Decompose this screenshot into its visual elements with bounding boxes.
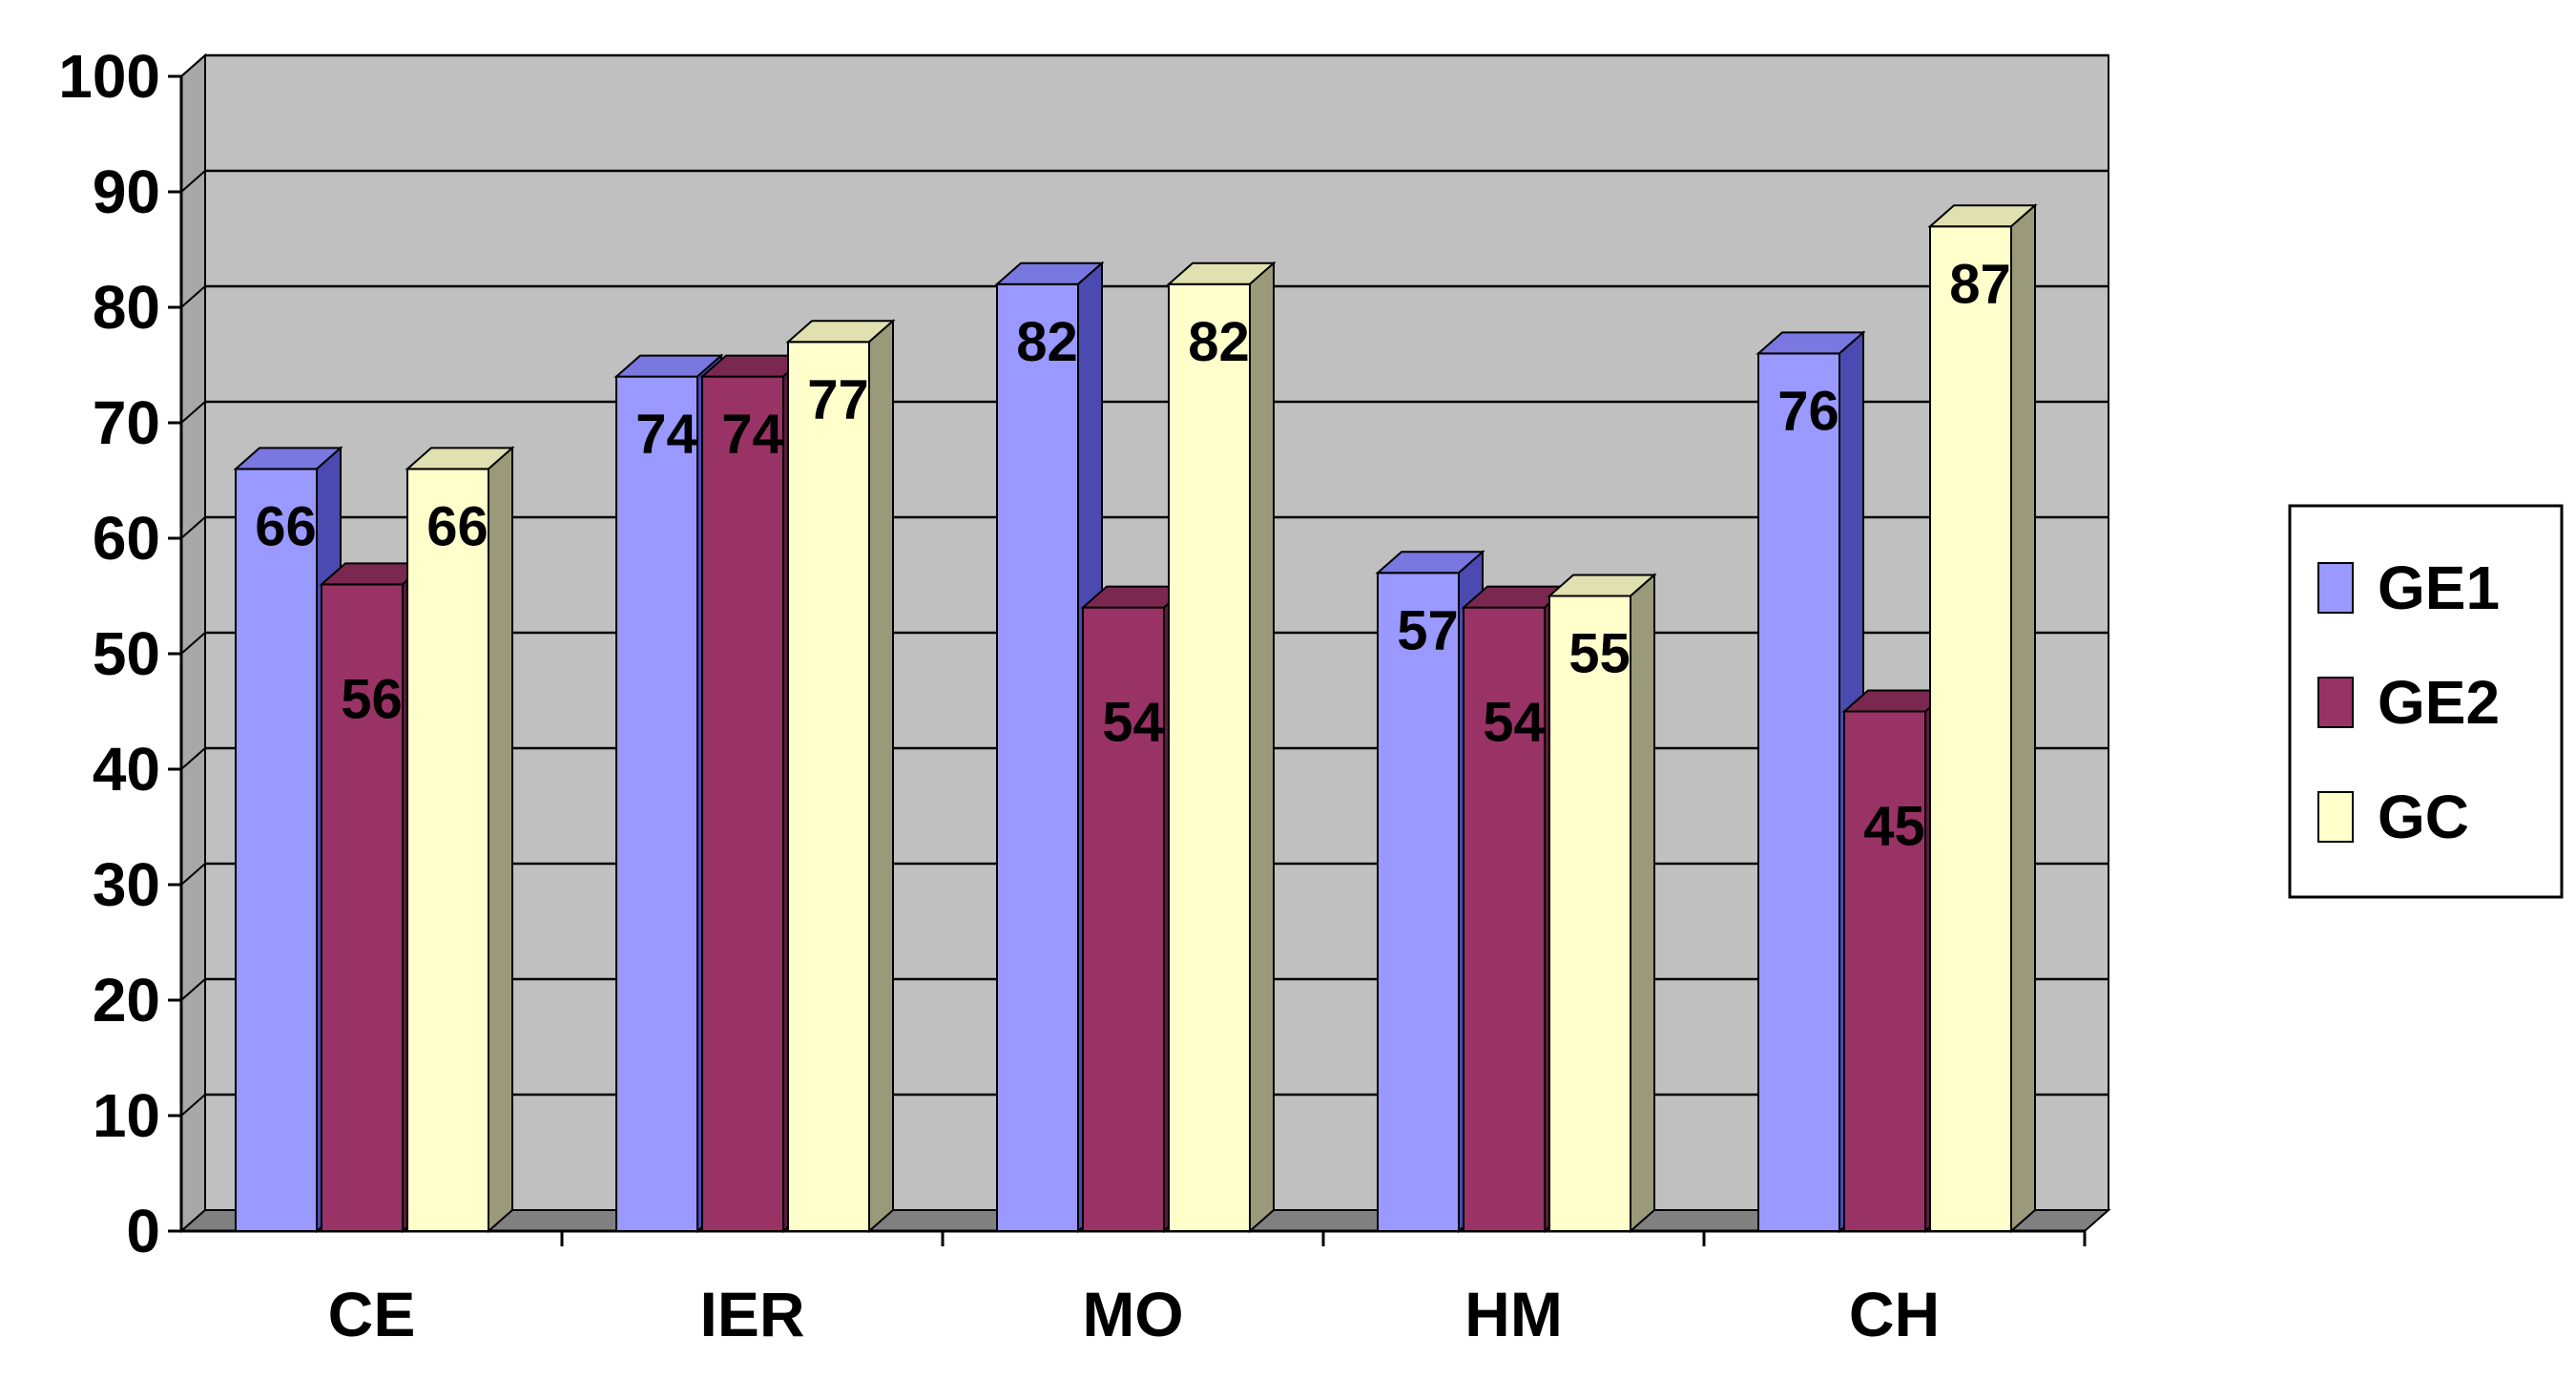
gridline-side [180, 632, 206, 655]
y-tick-label: 100 [58, 42, 160, 111]
bar-ge1-ier [615, 375, 698, 1233]
y-tick-label: 20 [93, 966, 160, 1034]
data-label: 56 [341, 668, 403, 730]
x-category-label: IER [699, 1279, 804, 1349]
data-label: 54 [1102, 692, 1164, 754]
bar-ge1-mo [996, 282, 1079, 1232]
data-label: 45 [1863, 796, 1925, 858]
gridline-side [180, 747, 206, 770]
y-tick-label: 30 [93, 850, 160, 919]
legend-swatch-ge1 [2317, 562, 2354, 614]
bar-gc-ier [787, 341, 870, 1232]
x-category-label: HM [1465, 1279, 1563, 1349]
bar-side-gc-ier [868, 319, 894, 1234]
bar-side-gc-ce [488, 446, 513, 1234]
y-tick-label: 90 [93, 157, 160, 226]
data-label: 82 [1188, 311, 1250, 373]
gridline-side [180, 863, 206, 886]
y-tick-label: 0 [126, 1197, 160, 1265]
y-tick-label: 40 [93, 735, 160, 804]
bar-ge2-ier [701, 375, 784, 1233]
y-tick-label: 60 [93, 504, 160, 573]
y-tick-label: 10 [93, 1081, 160, 1150]
bar-side-gc-ch [2010, 203, 2036, 1234]
x-category-label: MO [1082, 1279, 1183, 1349]
data-label: 55 [1568, 623, 1631, 685]
bar-ge2-ch [1843, 710, 1926, 1232]
gridline-side [180, 1094, 206, 1117]
data-label: 66 [426, 495, 488, 557]
bar-gc-ce [406, 468, 489, 1232]
x-category-label: CE [328, 1279, 416, 1349]
gridline-side [180, 54, 206, 77]
legend-swatch-gc [2317, 791, 2354, 843]
bar-side-gc-hm [1630, 573, 1655, 1234]
gridline-side [180, 978, 206, 1001]
data-label: 57 [1397, 599, 1459, 661]
y-tick-label: 80 [93, 273, 160, 342]
legend-label: GE1 [2378, 554, 2500, 622]
gridline-side [180, 285, 206, 308]
bar-gc-ch [1929, 225, 2012, 1232]
bar-ge2-ce [321, 583, 404, 1232]
legend-label: GE2 [2378, 668, 2500, 737]
bar-ge1-ch [1757, 352, 1840, 1232]
y-tick-label: 50 [93, 619, 160, 688]
bar-ge1-ce [235, 468, 318, 1232]
legend-label: GC [2378, 783, 2469, 851]
y-tick-label: 70 [93, 388, 160, 457]
data-label: 66 [255, 495, 317, 557]
data-label: 54 [1483, 692, 1545, 754]
bar-gc-hm [1548, 595, 1631, 1232]
data-label: 87 [1949, 253, 2011, 315]
legend-swatch-ge2 [2317, 677, 2354, 728]
bar-side-gc-mo [1249, 261, 1275, 1234]
data-label: 77 [807, 368, 869, 430]
data-label: 76 [1777, 380, 1839, 442]
bar-ge1-hm [1377, 572, 1460, 1232]
gridline-side [180, 170, 206, 193]
bar-gc-mo [1168, 282, 1251, 1232]
data-label: 74 [721, 404, 783, 466]
gridline-side [180, 516, 206, 539]
data-label: 74 [635, 404, 697, 466]
bar-ge2-mo [1082, 606, 1165, 1232]
data-label: 82 [1016, 311, 1078, 373]
gridline-side [180, 401, 206, 424]
x-category-label: CH [1849, 1279, 1940, 1349]
